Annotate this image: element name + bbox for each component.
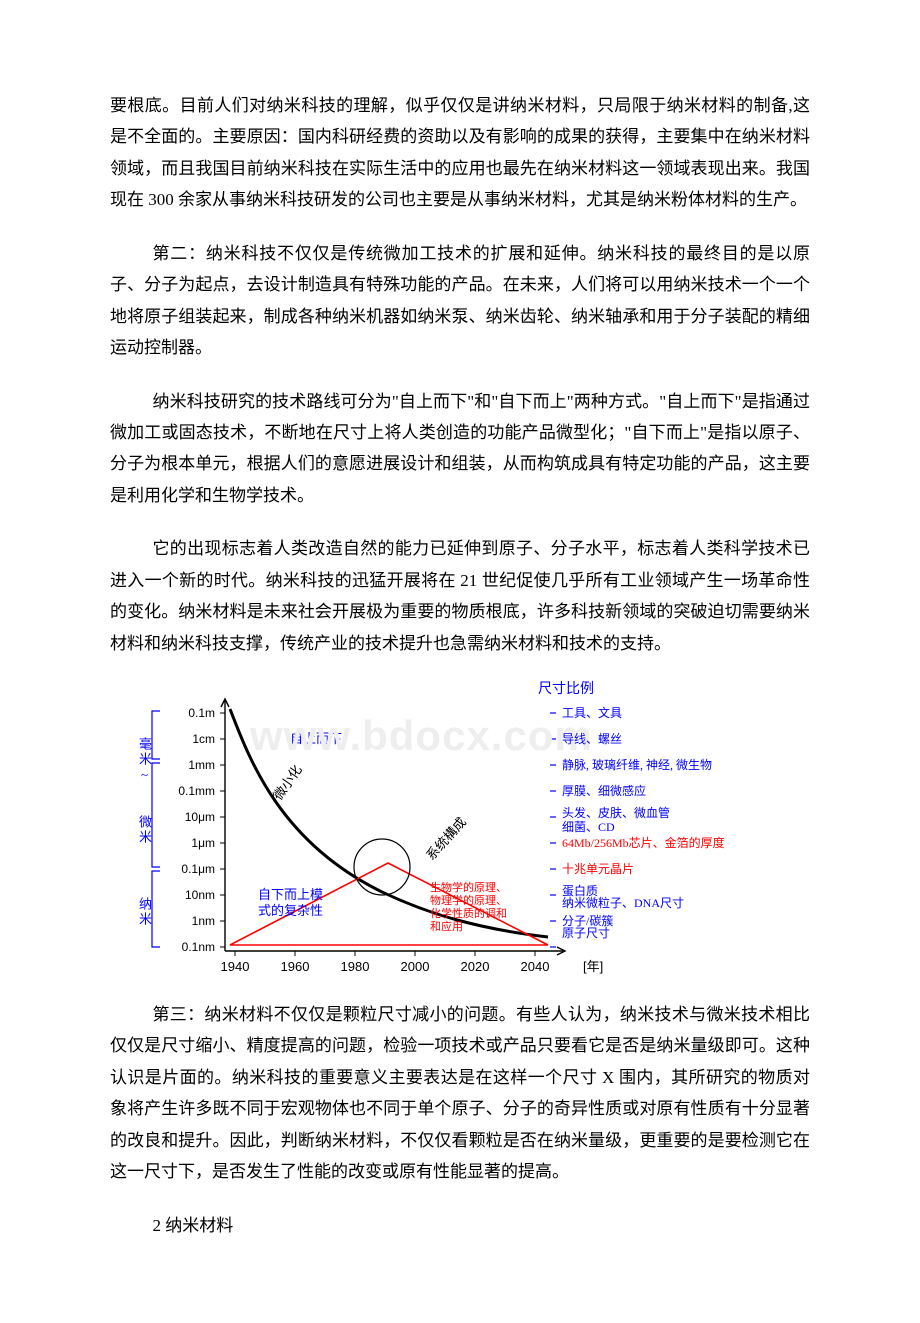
svg-text:系统構成: 系统構成 — [423, 814, 469, 863]
legend-item: 厚膜、细微感应 — [562, 785, 646, 797]
y-axis-group-label: 纳米 — [132, 897, 156, 927]
svg-text:2020: 2020 — [461, 959, 490, 974]
svg-text:[年]: [年] — [583, 959, 603, 974]
scale-chart: www.bdocx.com 尺寸比例 毫米~微米纳米 工具、文具导线、螺丝静脉,… — [130, 681, 690, 981]
svg-text:10μm: 10μm — [185, 810, 215, 824]
y-axis-group-label: 微米 — [132, 815, 156, 845]
svg-text:1nm: 1nm — [192, 914, 215, 928]
paragraph-3: 纳米科技研究的技术路线可分为"自上而下"和"自下而上"两种方式。"自上而下"是指… — [110, 386, 810, 512]
svg-text:1mm: 1mm — [188, 758, 215, 772]
svg-text:生物学的原理、: 生物学的原理、 — [430, 880, 507, 894]
legend-item: 头发、皮肤、微血管 — [562, 807, 670, 819]
svg-text:2000: 2000 — [401, 959, 430, 974]
svg-text:1cm: 1cm — [192, 732, 215, 746]
legend-item: 工具、文具 — [562, 707, 622, 719]
svg-text:10nm: 10nm — [185, 888, 215, 902]
svg-text:2040: 2040 — [521, 959, 550, 974]
legend-item: 原子尺寸 — [562, 927, 610, 939]
svg-text:式的复杂性: 式的复杂性 — [258, 903, 323, 918]
svg-text:1960: 1960 — [281, 959, 310, 974]
svg-text:化学性质的调和: 化学性质的调和 — [430, 906, 507, 920]
legend-item: 64Mb/256Mb芯片、金箔的厚度 — [562, 837, 725, 849]
legend-item: 纳米微粒子、DNA尺寸 — [562, 897, 684, 909]
legend-item: 十兆单元晶片 — [562, 863, 634, 875]
svg-text:自下而上模: 自下而上模 — [258, 887, 323, 902]
paragraph-6: 2 纳米材料 — [110, 1210, 810, 1241]
paragraph-5: 第三：纳米材料不仅仅是颗粒尺寸减小的问题。有些人认为，纳米技术与微米技术相比仅仅… — [110, 999, 810, 1188]
svg-text:0.1m: 0.1m — [188, 706, 215, 720]
legend-item: 细菌、CD — [562, 821, 615, 833]
paragraph-1: 要根底。目前人们对纳米科技的理解，似乎仅仅是讲纳米材料，只局限于纳米材料的制备,… — [110, 90, 810, 216]
svg-text:0.1nm: 0.1nm — [182, 940, 215, 954]
legend-item: 导线、螺丝 — [562, 733, 622, 745]
svg-text:1980: 1980 — [341, 959, 370, 974]
legend-item: 静脉, 玻璃纤维, 神经, 微生物 — [562, 759, 712, 771]
chart-title: 尺寸比例 — [538, 677, 594, 703]
svg-text:物理学的原理、: 物理学的原理、 — [430, 893, 507, 907]
svg-text:自上而下: 自上而下 — [290, 731, 342, 746]
svg-text:微小化: 微小化 — [270, 762, 305, 803]
document-page: 要根底。目前人们对纳米科技的理解，似乎仅仅是讲纳米材料，只局限于纳米材料的制备,… — [0, 0, 920, 1323]
svg-text:0.1μm: 0.1μm — [181, 862, 215, 876]
paragraph-4: 它的出现标志着人类改造自然的能力已延伸到原子、分子水平，标志着人类科学技术已进入… — [110, 533, 810, 659]
paragraph-2: 第二：纳米科技不仅仅是传统微加工技术的扩展和延伸。纳米科技的最终目的是以原子、分… — [110, 238, 810, 364]
svg-text:1940: 1940 — [221, 959, 250, 974]
svg-text:1μm: 1μm — [191, 836, 215, 850]
svg-text:0.1mm: 0.1mm — [178, 784, 215, 798]
y-axis-group-label: 毫米~ — [132, 737, 156, 784]
svg-text:和应用: 和应用 — [430, 919, 463, 933]
